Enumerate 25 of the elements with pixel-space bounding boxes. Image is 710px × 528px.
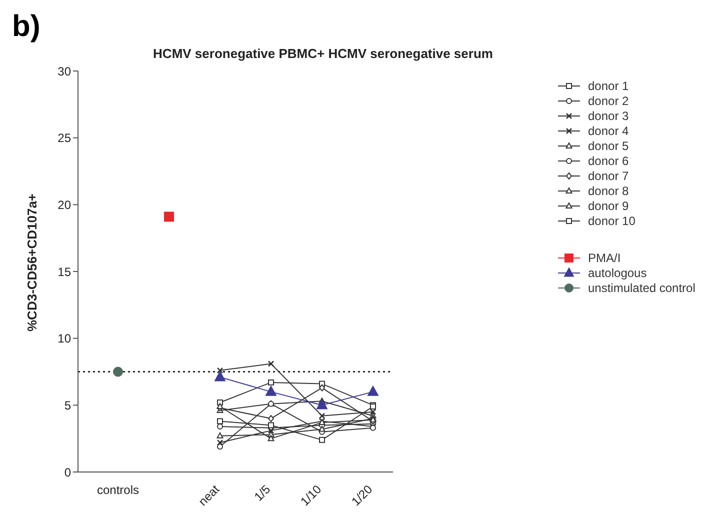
legend-label: donor 5 [588, 138, 629, 152]
legend-label: donor 8 [588, 184, 629, 198]
y-tick-label: 25 [58, 131, 72, 146]
y-tick-label: 30 [58, 64, 72, 78]
legend-label: autologous [588, 266, 647, 280]
legend-label: donor 9 [588, 198, 629, 212]
y-tick-label: 10 [58, 332, 72, 346]
y-tick-label: 5 [64, 398, 72, 412]
legend-label: donor 7 [588, 168, 629, 182]
y-tick-label: 0 [64, 465, 72, 480]
legend-label: unstimulated control [588, 280, 696, 294]
legend-label: donor 2 [588, 94, 629, 108]
y-tick-label: 20 [58, 198, 72, 212]
legend-label: donor 4 [588, 124, 629, 138]
y-axis-title: %CD3-CD56+CD107a+ [24, 193, 40, 332]
legend-label: donor 3 [588, 108, 629, 122]
x-tick-label: controls [96, 483, 140, 497]
legend-label: PMA/I [588, 250, 621, 264]
x-tick-label: 1/5 [251, 482, 274, 504]
text: b) [12, 10, 40, 44]
legend-label: donor 1 [588, 78, 629, 92]
y-tick-label: 15 [58, 264, 72, 279]
legend-label: donor 10 [588, 214, 636, 228]
chart-title: HCMV seronegative PBMC+ HCMV seronegative serum [152, 46, 494, 61]
legend-label: donor 6 [588, 154, 629, 168]
